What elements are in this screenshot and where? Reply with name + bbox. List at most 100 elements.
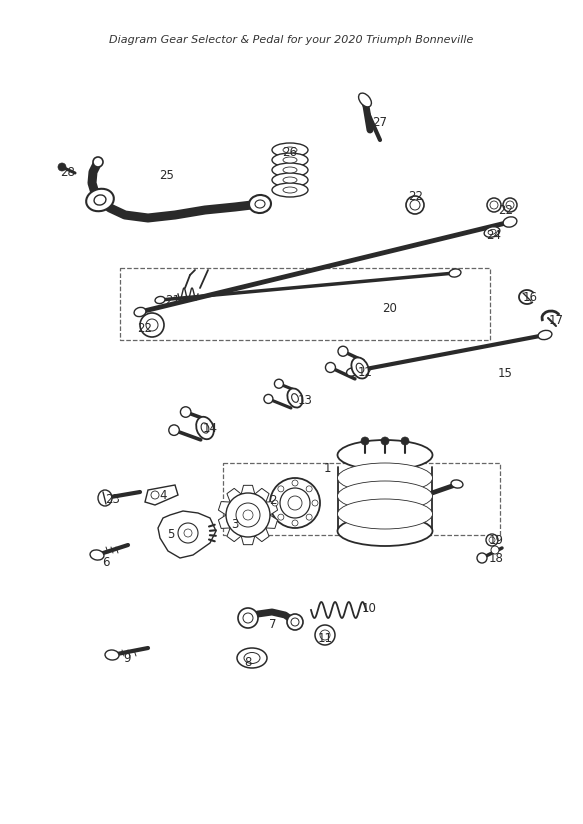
Circle shape — [361, 437, 369, 445]
Text: 20: 20 — [382, 302, 398, 315]
Circle shape — [238, 608, 258, 628]
Ellipse shape — [338, 463, 433, 493]
Circle shape — [306, 514, 312, 520]
Circle shape — [477, 553, 487, 563]
Circle shape — [146, 319, 158, 331]
Text: 16: 16 — [522, 291, 538, 303]
Ellipse shape — [155, 297, 165, 303]
Ellipse shape — [272, 153, 308, 167]
Ellipse shape — [352, 358, 368, 378]
Ellipse shape — [201, 423, 209, 433]
Ellipse shape — [86, 189, 114, 211]
Circle shape — [292, 520, 298, 526]
Ellipse shape — [356, 363, 364, 372]
Circle shape — [506, 201, 514, 209]
Circle shape — [275, 379, 283, 388]
Ellipse shape — [338, 516, 433, 546]
Ellipse shape — [272, 143, 308, 157]
Text: 10: 10 — [361, 602, 377, 615]
Ellipse shape — [288, 496, 302, 510]
Polygon shape — [219, 515, 230, 528]
Text: 21: 21 — [166, 293, 181, 307]
Circle shape — [58, 163, 66, 171]
Circle shape — [140, 313, 164, 337]
Polygon shape — [241, 485, 255, 494]
Circle shape — [151, 491, 159, 499]
Text: 12: 12 — [357, 366, 373, 378]
Text: 15: 15 — [497, 367, 512, 380]
Text: 27: 27 — [373, 115, 388, 129]
Text: 18: 18 — [489, 551, 504, 564]
Text: 5: 5 — [167, 528, 175, 541]
Text: 25: 25 — [160, 168, 174, 181]
Circle shape — [184, 529, 192, 537]
Polygon shape — [241, 536, 255, 545]
Ellipse shape — [283, 167, 297, 173]
Circle shape — [487, 198, 501, 212]
Text: 28: 28 — [61, 166, 75, 179]
Ellipse shape — [283, 147, 297, 153]
Ellipse shape — [249, 195, 271, 213]
Circle shape — [243, 510, 253, 520]
Circle shape — [180, 407, 191, 417]
Text: 7: 7 — [269, 619, 277, 631]
Ellipse shape — [283, 177, 297, 183]
Ellipse shape — [503, 217, 517, 227]
Polygon shape — [266, 502, 278, 515]
Circle shape — [315, 625, 335, 645]
Circle shape — [320, 630, 330, 640]
Text: 2: 2 — [269, 494, 277, 507]
Text: 9: 9 — [123, 652, 131, 664]
Circle shape — [169, 425, 180, 435]
Text: 24: 24 — [486, 228, 501, 241]
Ellipse shape — [237, 648, 267, 668]
Circle shape — [306, 486, 312, 492]
Ellipse shape — [134, 307, 146, 316]
Text: 22: 22 — [138, 321, 153, 335]
Polygon shape — [227, 489, 241, 502]
Circle shape — [401, 437, 409, 445]
Ellipse shape — [283, 187, 297, 193]
Circle shape — [272, 500, 278, 506]
Ellipse shape — [255, 200, 265, 208]
Polygon shape — [158, 511, 216, 558]
Text: 11: 11 — [318, 631, 332, 644]
Circle shape — [503, 198, 517, 212]
Circle shape — [325, 363, 335, 372]
Circle shape — [178, 523, 198, 543]
Circle shape — [491, 546, 499, 554]
Ellipse shape — [292, 394, 298, 402]
Circle shape — [312, 500, 318, 506]
Ellipse shape — [484, 227, 500, 237]
Polygon shape — [255, 528, 269, 541]
Circle shape — [243, 613, 253, 623]
Ellipse shape — [98, 490, 112, 506]
Polygon shape — [145, 485, 178, 505]
Circle shape — [291, 618, 299, 626]
Text: 1: 1 — [323, 461, 331, 475]
Ellipse shape — [94, 195, 106, 205]
Text: 17: 17 — [549, 313, 564, 326]
Text: 4: 4 — [159, 489, 167, 502]
Circle shape — [236, 503, 260, 527]
Ellipse shape — [338, 440, 433, 470]
Polygon shape — [219, 502, 230, 515]
Ellipse shape — [105, 650, 119, 660]
Ellipse shape — [280, 488, 310, 518]
Text: 14: 14 — [202, 422, 217, 434]
Ellipse shape — [338, 499, 433, 529]
Ellipse shape — [538, 330, 552, 339]
Ellipse shape — [244, 653, 260, 663]
Circle shape — [490, 201, 498, 209]
Ellipse shape — [346, 368, 357, 376]
Ellipse shape — [196, 417, 214, 439]
Text: 23: 23 — [106, 493, 121, 505]
Circle shape — [287, 614, 303, 630]
Circle shape — [226, 493, 270, 537]
Circle shape — [278, 514, 284, 520]
Text: 22: 22 — [409, 190, 423, 203]
Ellipse shape — [272, 183, 308, 197]
Text: Diagram Gear Selector & Pedal for your 2020 Triumph Bonneville: Diagram Gear Selector & Pedal for your 2… — [110, 35, 473, 45]
Ellipse shape — [287, 388, 303, 408]
Polygon shape — [266, 515, 278, 528]
